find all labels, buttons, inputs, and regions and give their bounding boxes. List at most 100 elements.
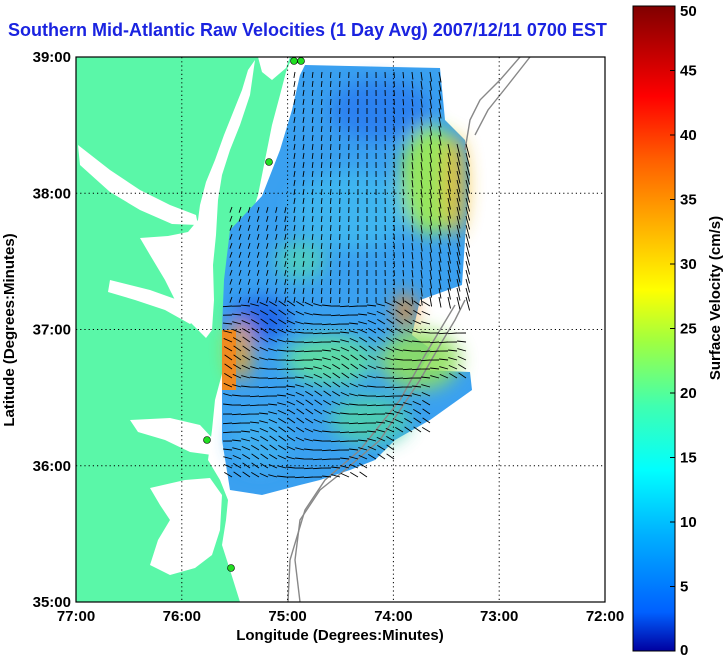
velocity-vector bbox=[293, 269, 296, 276]
velocity-vector bbox=[422, 417, 431, 424]
velocity-vector bbox=[304, 382, 314, 388]
velocity-vector bbox=[312, 341, 323, 344]
velocity-vector bbox=[329, 188, 332, 196]
velocity-vector bbox=[250, 429, 260, 433]
pamlico-sound bbox=[150, 478, 222, 575]
velocity-vector bbox=[402, 296, 405, 304]
velocity-vector bbox=[377, 445, 386, 451]
velocity-vector bbox=[403, 402, 413, 406]
velocity-vector bbox=[403, 394, 413, 397]
velocity-vector bbox=[286, 445, 296, 451]
velocity-vector bbox=[438, 215, 442, 227]
velocity-vector bbox=[250, 376, 260, 379]
velocity-vector bbox=[224, 472, 233, 478]
velocity-vector bbox=[266, 287, 269, 294]
velocity-vector bbox=[413, 417, 422, 424]
velocity-vector bbox=[311, 116, 314, 123]
velocity-vector bbox=[349, 337, 359, 343]
velocity-vector bbox=[242, 355, 251, 361]
velocity-vector bbox=[311, 269, 314, 276]
velocity-vectors bbox=[222, 71, 471, 479]
velocity-vector bbox=[232, 373, 242, 379]
velocity-vector bbox=[350, 363, 359, 370]
velocity-vector bbox=[322, 475, 332, 478]
velocity-vector bbox=[232, 321, 242, 325]
velocity-vector bbox=[447, 233, 451, 246]
y-tick-label: 39:00 bbox=[33, 49, 71, 66]
velocity-vector bbox=[438, 332, 449, 335]
velocity-vector bbox=[321, 449, 332, 452]
velocity-vector bbox=[251, 327, 260, 334]
velocity-vector bbox=[256, 206, 260, 213]
velocity-vector bbox=[411, 359, 422, 362]
y-axis-ticks: 35:00 36:00 37:00 38:00 39:00 bbox=[33, 49, 71, 611]
velocity-vector bbox=[251, 336, 260, 343]
velocity-vector bbox=[293, 278, 296, 285]
velocity-vector bbox=[238, 242, 242, 249]
velocity-vector bbox=[368, 454, 377, 460]
velocity-vector bbox=[447, 197, 451, 210]
velocity-vector bbox=[465, 188, 471, 203]
velocity-vector bbox=[296, 427, 305, 433]
velocity-vector bbox=[302, 116, 305, 123]
velocity-vector bbox=[367, 375, 377, 379]
velocity-vector bbox=[438, 287, 442, 299]
velocity-vector bbox=[465, 287, 471, 302]
velocity-vector bbox=[429, 197, 433, 208]
velocity-vector bbox=[394, 348, 404, 352]
velocity-vector bbox=[438, 89, 442, 101]
velocity-vector bbox=[421, 427, 431, 433]
velocity-vector bbox=[411, 242, 414, 251]
velocity-vector bbox=[320, 161, 323, 169]
y-tick-label: 38:00 bbox=[33, 185, 71, 202]
velocity-vector bbox=[411, 296, 414, 305]
velocity-vector bbox=[260, 337, 269, 343]
velocity-vector bbox=[429, 188, 433, 199]
velocity-vector bbox=[224, 363, 233, 370]
velocity-vector bbox=[313, 439, 323, 442]
velocity-vector bbox=[438, 197, 442, 209]
velocity-vector bbox=[438, 161, 442, 173]
velocity-vector bbox=[411, 71, 414, 80]
velocity-vector bbox=[439, 373, 449, 379]
velocity-vector bbox=[294, 359, 305, 362]
velocity-vector bbox=[266, 242, 269, 249]
velocity-vector bbox=[358, 373, 368, 379]
velocity-vector bbox=[422, 400, 431, 406]
velocity-vector bbox=[250, 319, 260, 325]
velocity-vector bbox=[304, 375, 314, 379]
velocity-vector bbox=[341, 372, 350, 379]
velocity-vector bbox=[260, 463, 269, 469]
velocity-vector bbox=[403, 328, 413, 334]
velocity-vector bbox=[329, 170, 332, 178]
velocity-vector bbox=[438, 224, 442, 236]
velocity-vector bbox=[232, 337, 242, 343]
velocity-vector bbox=[429, 161, 433, 172]
velocity-vector bbox=[430, 375, 440, 379]
radar-site-marker bbox=[227, 564, 235, 572]
velocity-vector bbox=[402, 251, 405, 259]
velocity-vector bbox=[465, 278, 471, 293]
velocity-vector bbox=[447, 296, 451, 309]
velocity-vector bbox=[320, 287, 323, 295]
velocity-vector bbox=[313, 373, 323, 379]
velocity-vector bbox=[277, 402, 287, 406]
velocity-vector bbox=[266, 260, 269, 267]
velocity-vector bbox=[296, 408, 305, 415]
velocity-vector bbox=[330, 440, 341, 443]
velocity-vector bbox=[402, 125, 405, 133]
velocity-vector bbox=[275, 251, 278, 258]
velocity-vector bbox=[259, 427, 269, 433]
velocity-vector bbox=[412, 393, 422, 397]
velocity-vector bbox=[411, 260, 414, 269]
velocity-vector bbox=[429, 233, 433, 244]
velocity-vector bbox=[238, 287, 242, 294]
velocity-vector bbox=[448, 357, 458, 361]
velocity-vector bbox=[303, 341, 314, 344]
velocity-vector bbox=[411, 170, 414, 179]
velocity-vector bbox=[293, 224, 296, 231]
velocity-vector bbox=[295, 391, 305, 397]
velocity-vector bbox=[296, 417, 305, 424]
velocity-vector bbox=[256, 260, 260, 267]
velocity-vector bbox=[302, 71, 305, 78]
